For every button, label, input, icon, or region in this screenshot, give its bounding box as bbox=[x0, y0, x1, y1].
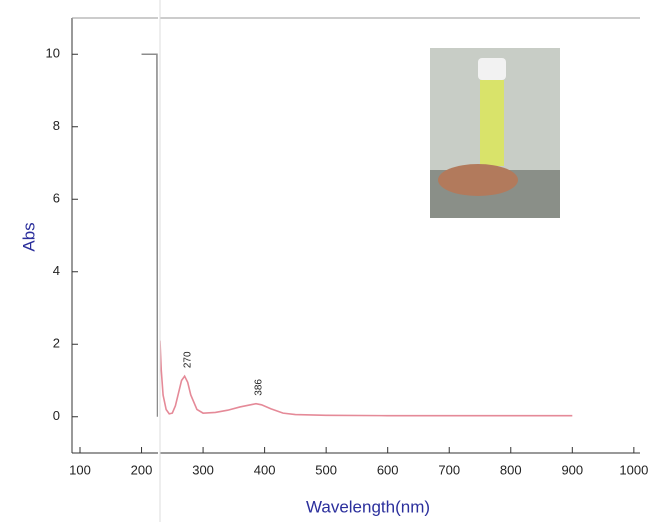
peak-label: 386 bbox=[254, 379, 265, 396]
x-axis-title: Wavelength(nm) bbox=[306, 497, 430, 516]
x-tick-label: 500 bbox=[315, 462, 337, 477]
x-tick-label: 100 bbox=[69, 462, 91, 477]
x-tick-label: 300 bbox=[192, 462, 214, 477]
vial-liquid bbox=[480, 80, 504, 166]
x-tick-label: 1000 bbox=[619, 462, 648, 477]
y-tick-label: 0 bbox=[53, 408, 60, 423]
y-tick-label: 8 bbox=[53, 118, 60, 133]
vial-cap bbox=[478, 58, 506, 80]
x-tick-label: 400 bbox=[254, 462, 276, 477]
y-tick-label: 10 bbox=[46, 46, 60, 61]
y-tick-label: 2 bbox=[53, 336, 60, 351]
x-tick-label: 900 bbox=[561, 462, 583, 477]
separator bbox=[158, 0, 160, 522]
inset-photo bbox=[430, 48, 560, 218]
x-tick-label: 800 bbox=[500, 462, 522, 477]
x-tick-label: 700 bbox=[438, 462, 460, 477]
y-tick-label: 6 bbox=[53, 191, 60, 206]
data-line bbox=[159, 340, 573, 417]
peak-label: 270 bbox=[182, 351, 193, 368]
x-tick-label: 200 bbox=[131, 462, 153, 477]
y-axis-title: Abs bbox=[19, 222, 38, 251]
x-tick-label: 600 bbox=[377, 462, 399, 477]
y-tick-label: 4 bbox=[53, 263, 60, 278]
data-line bbox=[141, 53, 159, 417]
finger bbox=[438, 164, 518, 196]
